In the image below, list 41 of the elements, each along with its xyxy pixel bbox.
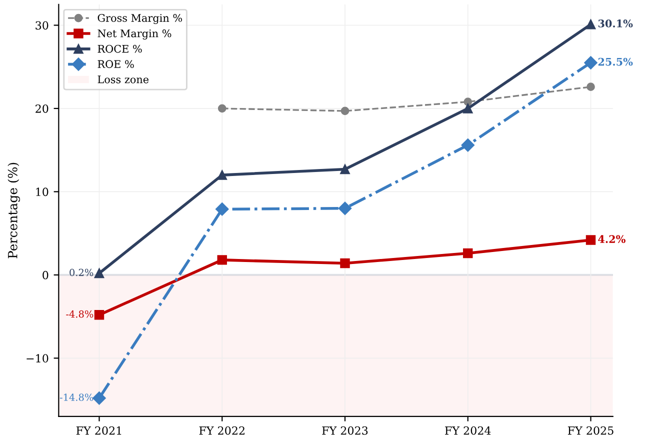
legend-label: ROCE %: [98, 44, 142, 53]
y-tick-label: 10: [36, 188, 48, 196]
point: [586, 235, 596, 245]
data-label: 25.5%: [598, 58, 633, 66]
data-label: -4.8%: [66, 310, 94, 318]
legend-label: Loss zone: [98, 76, 149, 84]
point: [94, 268, 104, 278]
x-tick-label: FY 2023: [322, 426, 368, 435]
point: [340, 106, 350, 116]
point: [218, 104, 226, 113]
point: [217, 255, 227, 265]
y-tick-label: 20: [36, 104, 48, 113]
legend-label: Net Margin %: [98, 29, 172, 40]
point: [216, 202, 229, 216]
y-axis-title: Percentage (%): [8, 162, 20, 258]
point: [92, 392, 106, 405]
point: [340, 258, 350, 268]
legend-label: Gross Margin %: [98, 14, 182, 24]
y-tick-label: −10: [26, 354, 48, 363]
x-tick-label: FY 2021: [76, 426, 122, 435]
point: [463, 248, 473, 258]
x-tick-label: FY 2025: [568, 426, 614, 435]
data-label: 4.2%: [598, 235, 626, 243]
point: [586, 20, 596, 30]
legend-label: ROE %: [98, 60, 134, 68]
point: [463, 104, 473, 114]
data-label: 0.2%: [70, 268, 94, 276]
point: [464, 98, 472, 106]
point: [217, 170, 227, 180]
point: [340, 164, 350, 174]
point: [586, 82, 595, 91]
data-label: -14.8%: [60, 394, 94, 401]
data-label: 30.1%: [598, 20, 633, 28]
point: [338, 202, 352, 215]
point: [461, 138, 474, 152]
y-tick-label: 0: [42, 270, 48, 280]
x-tick-label: FY 2024: [445, 426, 491, 435]
y-tick-label: 30: [36, 21, 48, 30]
x-tick-label: FY 2022: [199, 426, 244, 435]
point: [94, 310, 104, 320]
point: [584, 56, 598, 70]
